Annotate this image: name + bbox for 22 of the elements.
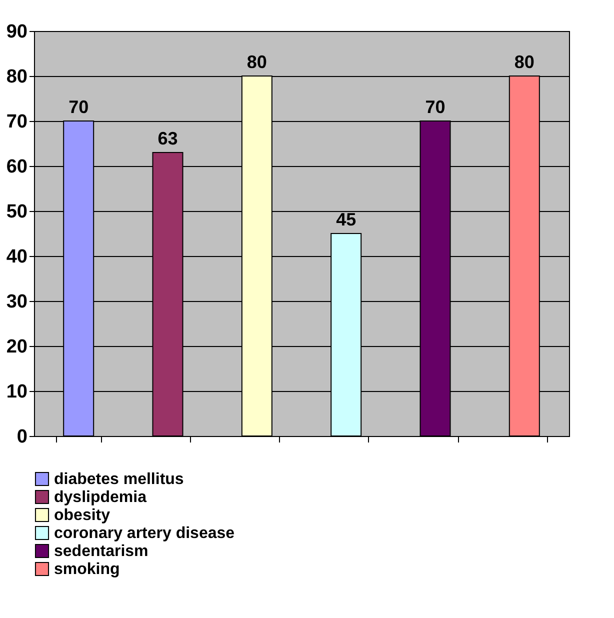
data-label: 80 xyxy=(246,52,267,72)
data-label: 70 xyxy=(425,97,446,117)
y-tick-label: 40 xyxy=(6,246,28,268)
legend-label: dyslipdemia xyxy=(54,489,147,506)
legend-label: obesity xyxy=(54,507,110,524)
y-tick-label: 20 xyxy=(6,336,28,358)
y-tick-label: 70 xyxy=(6,112,28,132)
y-tick-label: 90 xyxy=(6,22,28,42)
legend-label: coronary artery disease xyxy=(54,525,235,542)
y-tick-label: 80 xyxy=(6,66,28,88)
y-tick-label: 10 xyxy=(6,382,28,402)
y-tick-label: 0 xyxy=(16,426,28,448)
y-tick-label: 50 xyxy=(6,202,28,222)
y-tick-label: 30 xyxy=(6,292,28,312)
legend-label: sedentarism xyxy=(54,543,148,560)
legend-label: diabetes mellitus xyxy=(54,471,184,488)
data-label: 70 xyxy=(68,97,89,117)
data-label: 63 xyxy=(158,128,178,148)
legend-label: smoking xyxy=(54,561,120,578)
data-label: 80 xyxy=(514,52,534,72)
y-tick-label: 60 xyxy=(6,156,28,178)
data-label: 45 xyxy=(336,210,356,230)
